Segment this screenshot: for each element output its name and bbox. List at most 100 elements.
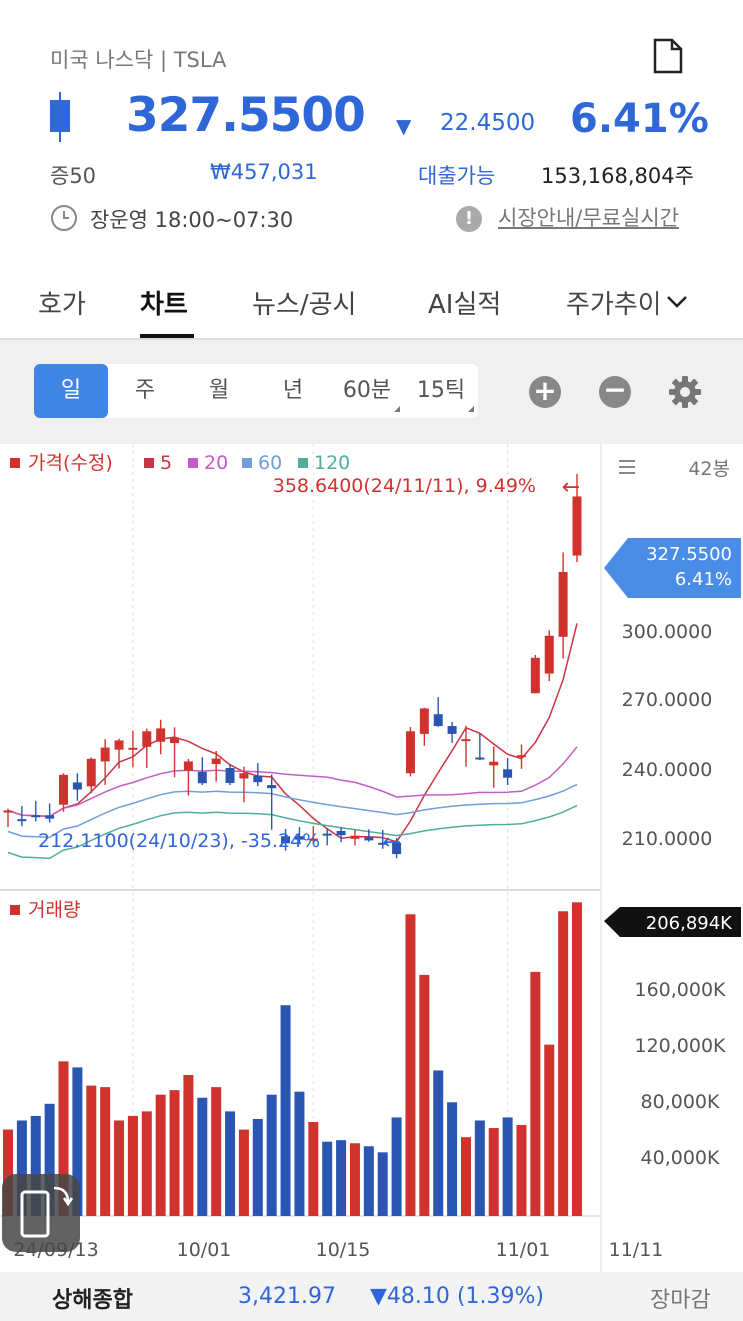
zoom-out-icon[interactable]: − xyxy=(599,376,631,408)
volume-bar xyxy=(558,911,569,1216)
gear-icon[interactable] xyxy=(667,374,703,410)
menu-icon[interactable] xyxy=(619,460,635,474)
candle-body xyxy=(128,747,138,750)
candle-body xyxy=(364,837,374,841)
clock-icon xyxy=(51,205,77,231)
volume-bar xyxy=(114,1120,125,1216)
volume-bar xyxy=(349,1143,360,1216)
volume-axis-tick: 80,000K xyxy=(641,1091,720,1113)
candle-body xyxy=(350,835,360,839)
tab-orderbook[interactable]: 호가 xyxy=(38,290,86,320)
volume-bar xyxy=(211,1087,222,1216)
volume-tag xyxy=(604,907,741,937)
candle-body xyxy=(530,657,540,694)
volume-legend-swatch xyxy=(10,905,20,915)
tab-news[interactable]: 뉴스/공시 xyxy=(252,290,357,320)
period-selector: 일 주 월 년 60분 15틱 xyxy=(34,364,478,418)
period-15tick-label: 15틱 xyxy=(416,378,466,403)
candle-body xyxy=(59,774,69,805)
tab-price-trend[interactable]: 주가추이 xyxy=(566,290,658,320)
ma5-line xyxy=(7,623,578,843)
document-icon[interactable] xyxy=(652,38,684,74)
candle-body xyxy=(336,830,346,836)
tab-bar: 호가 차트 뉴스/공시 AI실적 주가추이 xyxy=(0,270,743,340)
candle-body xyxy=(308,838,318,841)
candle-body xyxy=(544,635,554,674)
legend-ma120: 120 xyxy=(314,452,350,474)
candle-body xyxy=(239,773,249,779)
active-tab-indicator xyxy=(140,334,194,338)
shares-count: 153,168,804주 xyxy=(541,164,694,188)
candle-body xyxy=(197,771,207,784)
period-60min-label: 60분 xyxy=(342,378,392,403)
candle-body xyxy=(225,768,235,783)
zoom-in-icon[interactable]: + xyxy=(529,376,561,408)
candle-body xyxy=(405,731,415,774)
current-price-tag-value: 327.5500 xyxy=(646,544,732,565)
legend-ma60-swatch xyxy=(242,458,252,468)
volume-bar xyxy=(308,1121,319,1216)
rotate-icon xyxy=(20,1186,74,1238)
candle-body xyxy=(489,761,499,766)
tab-chart[interactable]: 차트 xyxy=(140,290,188,320)
volume-bar xyxy=(530,971,541,1216)
candle-body xyxy=(392,842,402,855)
market-label: 미국 나스닥 | TSLA xyxy=(50,48,227,72)
period-year[interactable]: 년 xyxy=(282,378,304,403)
volume-bar xyxy=(572,902,582,1216)
volume-bar xyxy=(58,1061,69,1216)
candle-body xyxy=(45,815,55,819)
price-axis-tick: 270.0000 xyxy=(622,689,713,711)
volume-bar xyxy=(474,1120,485,1216)
bottom-ticker-bar[interactable] xyxy=(0,1272,743,1321)
low-annotation: 212.1100(24/10/23), -35.24% xyxy=(38,830,320,852)
volume-bar xyxy=(44,1103,55,1216)
volume-bar xyxy=(488,1128,499,1216)
volume-bar xyxy=(433,1070,444,1216)
session-hours: 장운영 18:00~07:30 xyxy=(90,208,294,232)
legend-price-label: 가격(수정) xyxy=(28,452,113,474)
volume-bar xyxy=(16,1120,27,1216)
candle-body xyxy=(447,726,457,734)
volume-bar xyxy=(460,1137,471,1216)
stock-chart[interactable]: 가격(수정) 5 20 60 120 42봉 358.6400(24/11/11… xyxy=(0,444,743,1272)
x-axis-tick: 11/01 xyxy=(496,1239,551,1261)
period-week[interactable]: 주 xyxy=(134,378,156,403)
legend-ma60: 60 xyxy=(258,452,282,474)
candle-body xyxy=(281,836,291,844)
volume-bar xyxy=(322,1141,333,1216)
candle-body xyxy=(156,728,166,742)
candle-body xyxy=(516,755,526,758)
candle-body xyxy=(294,836,304,840)
current-price-tag xyxy=(604,538,741,598)
volume-bar xyxy=(544,1044,555,1216)
margin-rate: 증50 xyxy=(50,164,97,188)
volume-bar xyxy=(238,1129,249,1216)
candle-body xyxy=(503,769,513,778)
market-info-link[interactable]: 시장안내/무료실시간 xyxy=(498,206,679,230)
period-month[interactable]: 월 xyxy=(208,378,230,403)
ma60-line xyxy=(7,783,578,839)
volume-bar xyxy=(405,914,416,1216)
tab-ai-earnings[interactable]: AI실적 xyxy=(428,290,502,320)
candle-body xyxy=(475,757,485,760)
period-60min[interactable]: 60분 xyxy=(330,364,404,418)
candle-body xyxy=(17,819,27,822)
rotate-screen-button[interactable] xyxy=(2,1174,80,1252)
period-15tick[interactable]: 15틱 xyxy=(404,364,478,418)
candle-body xyxy=(72,782,82,790)
x-axis-tick: 10/15 xyxy=(316,1239,371,1261)
x-axis-tick: 11/11 xyxy=(609,1239,664,1261)
period-day[interactable]: 일 xyxy=(34,364,108,418)
candle-body xyxy=(433,714,443,727)
volume-bar xyxy=(3,1129,13,1216)
volume-bar xyxy=(100,1087,111,1216)
candle-body xyxy=(183,761,193,771)
chevron-down-icon[interactable] xyxy=(664,288,690,314)
volume-bar xyxy=(363,1146,374,1216)
price-change: 22.4500 xyxy=(440,110,536,136)
price-axis-tick: 300.0000 xyxy=(622,621,713,643)
loan-available-link[interactable]: 대출가능 xyxy=(418,164,496,188)
candle-body xyxy=(419,708,429,734)
candle-body xyxy=(572,496,582,556)
